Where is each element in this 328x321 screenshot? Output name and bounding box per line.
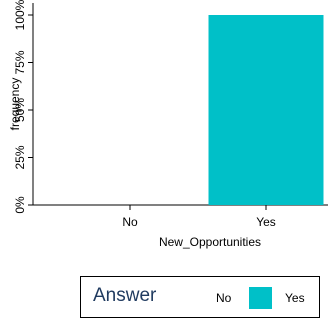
x-axis-label: New_Opportunities bbox=[159, 235, 261, 249]
y-tick-label: 0% bbox=[13, 196, 27, 214]
x-tick-label-yes: Yes bbox=[256, 215, 276, 229]
x-axis: No Yes bbox=[33, 204, 328, 229]
bars bbox=[208, 15, 324, 205]
y-tick-label: 25% bbox=[13, 145, 27, 169]
legend-label-yes: Yes bbox=[285, 291, 305, 305]
legend-title: Answer bbox=[93, 285, 157, 306]
y-tick-label: 100% bbox=[13, 0, 27, 30]
legend: Answer No Yes bbox=[80, 276, 320, 318]
y-tick-label: 50% bbox=[13, 98, 27, 122]
bar-chart: 0% 25% 50% 75% 100% No Yes frequency New_Oppo… bbox=[8, 0, 328, 249]
y-axis: 0% 25% 50% 75% 100% bbox=[13, 0, 34, 214]
legend-label-no: No bbox=[216, 291, 232, 305]
y-tick-label: 75% bbox=[13, 50, 27, 74]
bar-yes bbox=[208, 15, 324, 205]
legend-swatch-yes bbox=[249, 287, 272, 309]
x-tick-label-no: No bbox=[122, 215, 138, 229]
y-axis-label: frequency bbox=[8, 78, 22, 131]
